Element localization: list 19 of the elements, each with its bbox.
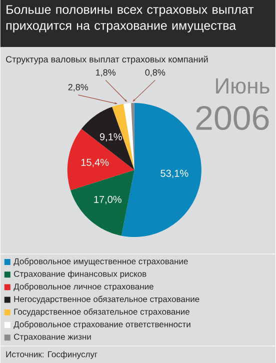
legend-label: Государственное обязательное страхование [14, 308, 190, 316]
text: Июнь [216, 78, 270, 94]
legend-label: Страхование финансовых рисков [14, 270, 146, 279]
text: 2006 [196, 106, 269, 130]
data-label: 1,8% [96, 69, 116, 77]
legend-label: Страхование жизни [14, 334, 91, 342]
text: Источник: Госфинуслуг [6, 351, 98, 359]
data-label: 0,8% [145, 69, 166, 77]
chart-title: Больше половины всех страховых выплат приходится на страхование имущества [6, 5, 254, 32]
data-label: 15,4% [82, 158, 109, 168]
legend-label: Добровольное страхование ответственности [14, 320, 190, 329]
legend-label: Добровольное личное страхование [14, 283, 154, 292]
data-label: 17,0% [94, 196, 122, 204]
legend-label: Негосударственное обязательное страхование [14, 296, 200, 304]
data-label: 2,8% [68, 84, 88, 92]
data-label: 53,1% [160, 170, 188, 178]
chart-subtitle: Структура валовых выплат страховых компаний [6, 56, 208, 64]
legend-label: Добровольное имущественное страхование [14, 258, 188, 266]
data-label: 9,1% [100, 133, 122, 142]
